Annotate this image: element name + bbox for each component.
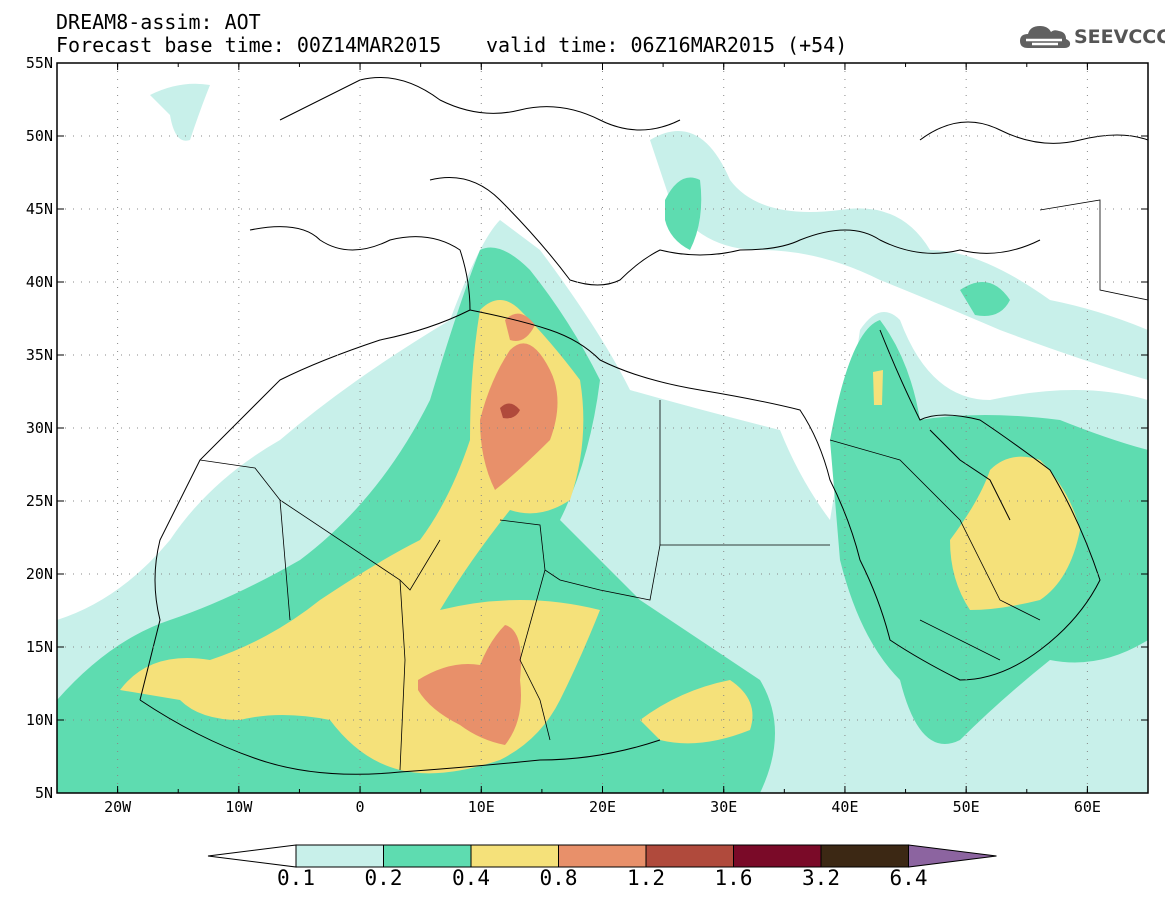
lat-tick-label: 20N — [26, 565, 53, 583]
valid-time: valid time: 06Z16MAR2015 (+54) — [486, 33, 848, 57]
colorbar-segment — [470, 844, 559, 868]
lon-tick-label: 60E — [1074, 798, 1101, 816]
colorbar-level-label: 0.1 — [277, 866, 315, 890]
aot-band-0-8 — [418, 313, 558, 745]
colorbar-level-label: 0.4 — [452, 866, 490, 890]
lat-tick-label: 35N — [26, 346, 53, 364]
lon-tick-label: 20W — [104, 798, 132, 816]
lon-tick-label: 50E — [953, 798, 980, 816]
colorbar-segment — [383, 844, 472, 868]
colorbar — [207, 844, 997, 868]
grid-lines — [57, 63, 1148, 793]
lon-tick-labels: 20W 10W 0 10E 20E 30E 40E 50E 60E — [104, 798, 1101, 816]
map-title: DREAM8-assim: AOT — [56, 10, 261, 34]
lon-tick-label: 30E — [710, 798, 737, 816]
lon-tick-label: 0 — [356, 798, 365, 816]
colorbar-segment — [733, 844, 822, 868]
lat-tick-labels: 5N 10N 15N 20N 25N 30N 35N 40N 45N 50N 55N — [26, 54, 53, 802]
seevccc-logo: SEEVCCC — [1018, 22, 1165, 54]
cloud-icon — [1020, 26, 1071, 48]
colorbar-level-label: 0.2 — [364, 866, 403, 890]
lat-tick-label: 5N — [35, 784, 53, 802]
lat-tick-label: 15N — [26, 638, 53, 656]
aot-field — [57, 83, 1148, 793]
colorbar-segment — [558, 844, 647, 868]
lat-tick-label: 50N — [26, 127, 53, 145]
lat-tick-label: 25N — [26, 492, 53, 510]
lat-tick-label: 40N — [26, 273, 53, 291]
lat-tick-label: 30N — [26, 419, 53, 437]
colorbar-segment — [645, 844, 734, 868]
colorbar-level-label: 3.2 — [802, 866, 840, 890]
colorbar-level-label: 0.8 — [539, 866, 578, 890]
coastlines — [139, 77, 1148, 775]
aot-band-0-4 — [120, 300, 1080, 774]
colorbar-segment — [820, 844, 909, 868]
logo-text: SEEVCCC — [1074, 26, 1165, 48]
colorbar-segment — [295, 844, 384, 868]
lat-tick-label: 55N — [26, 54, 53, 72]
lat-tick-label: 45N — [26, 200, 53, 218]
colorbar-level-label: 1.6 — [714, 866, 753, 890]
colorbar-over-arrow — [908, 844, 997, 868]
forecast-base-time: Forecast base time: 00Z14MAR2015 — [56, 33, 442, 57]
country-borders — [199, 199, 1148, 771]
lat-tick-label: 10N — [26, 711, 53, 729]
lon-tick-label: 10E — [468, 798, 495, 816]
colorbar-under-arrow — [207, 844, 297, 868]
lon-tick-label: 20E — [589, 798, 616, 816]
colorbar-level-label: 6.4 — [889, 866, 928, 890]
lon-tick-label: 40E — [831, 798, 858, 816]
lon-tick-label: 10W — [225, 798, 253, 816]
axis-ticks — [56, 62, 1149, 794]
aot-band-1-2 — [500, 403, 520, 419]
colorbar-level-label: 1.2 — [627, 866, 665, 890]
